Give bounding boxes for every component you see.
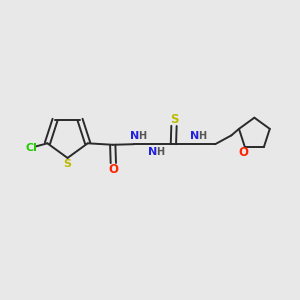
Text: H: H	[199, 131, 207, 141]
Text: O: O	[238, 146, 248, 159]
Text: N: N	[148, 147, 157, 158]
Text: H: H	[156, 147, 164, 158]
Text: N: N	[190, 131, 200, 141]
Text: Cl: Cl	[25, 143, 37, 153]
Text: S: S	[170, 113, 178, 126]
Text: S: S	[64, 159, 72, 169]
Text: H: H	[138, 131, 146, 141]
Text: N: N	[130, 131, 139, 141]
Text: O: O	[108, 163, 118, 176]
